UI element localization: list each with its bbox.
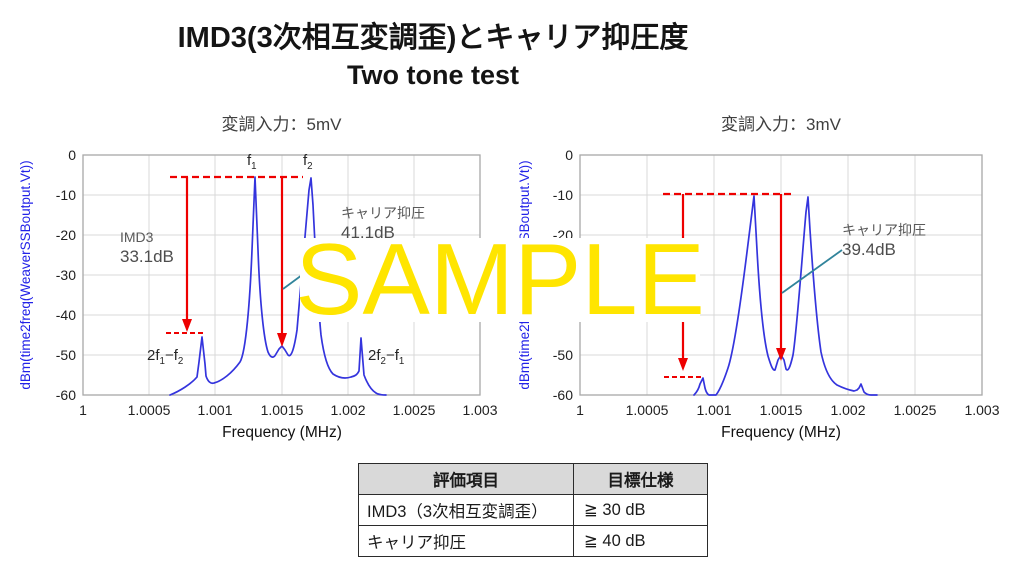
imd-lo-s1: 1 (159, 356, 165, 367)
right-y-tick: -50 (553, 347, 573, 363)
imd-lo-b1: 2f (147, 347, 160, 364)
left-x-axis-label: Frequency (MHz) (222, 424, 342, 441)
right-x-tick: 1.002 (830, 402, 865, 418)
spec-cell-carrier-name: キャリア抑圧 (358, 525, 574, 557)
left-carrier-annotation: キャリア抑圧 41.1dB (341, 203, 425, 243)
imd-hi-s2: 1 (398, 356, 405, 367)
left-f2-peak-label: f2 (303, 153, 313, 175)
left-x-tick: 1.0005 (128, 402, 171, 418)
left-lower-imd-product-label: 2f1−f2 (147, 348, 183, 370)
right-spectrum-curve (693, 195, 878, 396)
right-x-tick: 1 (576, 402, 584, 418)
right-x-tick: 1.0025 (894, 402, 937, 418)
right-x-tick: 1.001 (696, 402, 731, 418)
right-imd3-arrowhead (678, 358, 688, 371)
left-y-tick: 0 (68, 147, 76, 163)
left-y-tick: -50 (56, 347, 76, 363)
left-y-tick: -40 (56, 307, 76, 323)
spec-cell-carrier-target: ≧ 40 dB (573, 525, 708, 557)
imd-lo-b2: −f (164, 347, 178, 364)
left-imd3-annotation-value: 33.1dB (120, 247, 174, 266)
spec-cell-imd3-target: ≧ 30 dB (573, 494, 708, 526)
left-spectrum-curve (169, 176, 387, 396)
slide-title: IMD3(3次相互変調歪)とキャリア抑圧度 Two tone test (78, 20, 788, 94)
left-y-axis-label: dBm(time2freq(WeaverSSBoutput.Vt)) (18, 160, 33, 389)
right-x-axis-label: Frequency (MHz) (721, 424, 841, 441)
left-x-tick: 1.0025 (393, 402, 436, 418)
spec-cell-imd3-name: IMD3（3次相互変調歪） (358, 494, 574, 526)
f1-base: f (247, 152, 252, 169)
spec-table-header-row: 評価項目 目標仕様 (358, 463, 708, 495)
left-x-tick: 1.001 (197, 402, 232, 418)
slide-title-line1: IMD3(3次相互変調歪)とキャリア抑圧度 (177, 22, 689, 54)
left-x-tick: 1 (79, 402, 87, 418)
imd-lo-s2: 2 (177, 356, 184, 367)
right-x-tick: 1.0005 (626, 402, 669, 418)
slide-title-line2: Two tone test (347, 60, 519, 90)
left-chart-title: 変調入力：5mV (221, 115, 342, 134)
spec-table-row-imd3: IMD3（3次相互変調歪） ≧ 30 dB (358, 494, 708, 526)
left-y-tick: -30 (56, 267, 76, 283)
spec-table-row-carrier: キャリア抑圧 ≧ 40 dB (358, 525, 708, 557)
imd-hi-b1: 2f (368, 347, 381, 364)
right-y-tick: -60 (553, 387, 573, 403)
right-carrier-callout-line (781, 249, 843, 294)
left-x-tick: 1.002 (330, 402, 365, 418)
left-y-tick: -10 (56, 187, 76, 203)
left-carrier-annotation-title: キャリア抑圧 (341, 205, 425, 221)
left-imd3-annotation-title: IMD3 (120, 229, 154, 245)
right-chart-title: 変調入力：3mV (721, 115, 841, 134)
left-y-tick: -20 (56, 227, 76, 243)
right-carrier-annotation: キャリア抑圧 39.4dB (842, 220, 926, 260)
left-plot: dBm(time2freq(WeaverSSBoutput.Vt)) 0 -10… (18, 147, 498, 441)
right-carrier-annotation-title: キャリア抑圧 (842, 222, 926, 238)
left-carrier-arrowhead (277, 333, 287, 347)
right-y-tick: -10 (553, 187, 573, 203)
spec-header-item: 評価項目 (358, 463, 574, 495)
f1-sub: 1 (251, 161, 257, 172)
right-carrier-annotation-value: 39.4dB (842, 240, 896, 259)
spec-header-target: 目標仕様 (573, 463, 708, 495)
left-imd3-arrowhead (182, 319, 192, 332)
spec-table: 評価項目 目標仕様 IMD3（3次相互変調歪） ≧ 30 dB キャリア抑圧 ≧… (358, 463, 708, 557)
right-x-tick: 1.0015 (760, 402, 803, 418)
imd-hi-s1: 2 (380, 356, 386, 367)
right-x-tick: 1.003 (964, 402, 999, 418)
left-imd3-annotation: IMD3 33.1dB (120, 227, 174, 267)
left-carrier-annotation-value: 41.1dB (341, 223, 395, 242)
f2-base: f (303, 152, 308, 169)
f2-sub: 2 (307, 161, 313, 172)
left-y-tick: -60 (56, 387, 76, 403)
left-x-tick: 1.003 (462, 402, 497, 418)
imd-hi-b2: −f (385, 347, 399, 364)
left-x-tick: 1.0015 (261, 402, 304, 418)
sample-watermark: SAMPLE (295, 230, 705, 331)
right-carrier-arrowhead (776, 348, 786, 361)
left-upper-imd-product-label: 2f2−f1 (368, 348, 404, 370)
sample-watermark-text: SAMPLE (295, 224, 705, 336)
left-f1-peak-label: f1 (247, 153, 257, 175)
right-y-tick: 0 (565, 147, 573, 163)
